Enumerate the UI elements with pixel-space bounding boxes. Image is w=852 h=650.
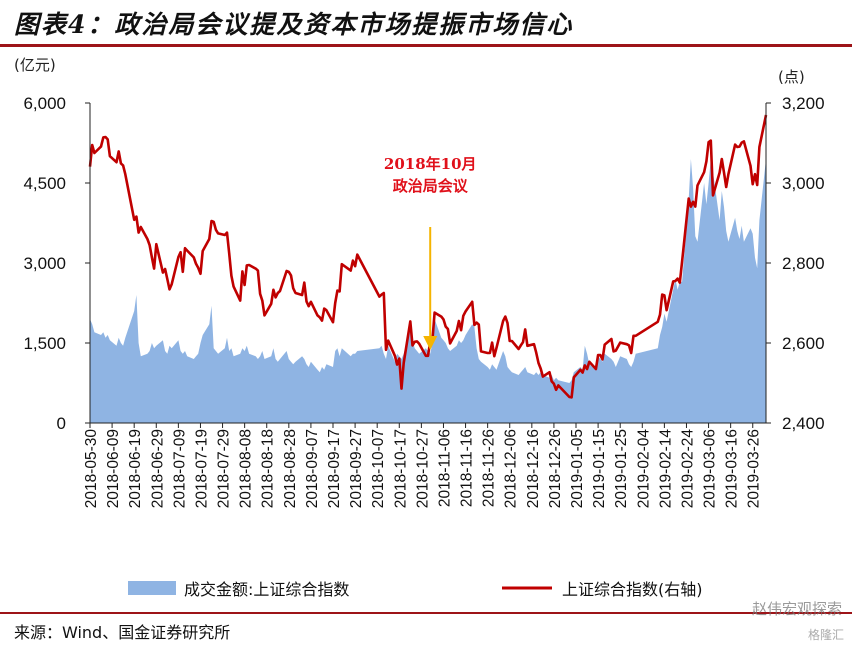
watermark-logo-text: 格隆汇 (807, 628, 844, 642)
x-tick-label: 2018-07-19 (193, 429, 210, 508)
title-divider (0, 44, 852, 47)
x-tick-label: 2019-01-05 (569, 429, 586, 508)
x-tick-label: 2018-09-17 (326, 429, 343, 508)
right-axis-ticks: 2,400 2,600 2,800 3,000 3,200 (766, 94, 825, 433)
right-tick-label: 3,200 (782, 94, 825, 113)
x-tick-label: 2018-07-09 (171, 429, 188, 508)
x-tick-label: 2019-01-25 (613, 429, 630, 508)
left-tick-label: 0 (57, 414, 66, 433)
right-tick-label: 2,600 (782, 334, 825, 353)
annotation-label: 2018年10月 (384, 155, 477, 173)
x-tick-label: 2018-12-06 (503, 429, 520, 508)
x-tick-label: 2019-01-15 (591, 429, 608, 508)
figure-title-bar: 图表4：政治局会议提及资本市场提振市场信心 (0, 0, 852, 47)
x-tick-label: 2018-10-17 (392, 429, 409, 508)
x-tick-label: 2019-03-26 (746, 429, 763, 508)
legend-area-swatch (128, 581, 176, 595)
source-divider (0, 612, 852, 614)
x-tick-label: 2018-11-26 (481, 429, 498, 507)
turnover-area-series (90, 159, 766, 423)
x-tick-label: 2018-06-09 (105, 429, 122, 508)
x-tick-label: 2019-03-16 (724, 429, 741, 508)
annotation-label: 政治局会议 (393, 177, 469, 195)
right-tick-label: 2,400 (782, 414, 825, 433)
legend-area-label: 成交金额:上证综合指数 (184, 580, 349, 599)
source-note: 来源：Wind、国金证券研究所 (14, 623, 231, 642)
x-tick-label: 2019-02-14 (657, 429, 674, 509)
x-tick-label: 2019-02-04 (635, 429, 652, 509)
x-tick-label: 2018-12-16 (525, 429, 542, 508)
x-tick-label: 2018-09-07 (304, 429, 321, 508)
index-line-series (88, 114, 768, 399)
annotation-arrow-head (423, 336, 438, 350)
watermark-text: 赵伟宏观探索 (751, 600, 842, 618)
figure-title: 图表4：政治局会议提及资本市场提振市场信心 (14, 10, 574, 39)
left-axis-unit: (亿元) (14, 56, 56, 74)
left-tick-label: 4,500 (23, 174, 66, 193)
x-tick-label: 2018-07-29 (216, 429, 233, 508)
x-tick-label: 2018-09-27 (348, 429, 365, 508)
legend-line-label: 上证综合指数(右轴) (562, 580, 703, 599)
x-tick-label: 2019-02-24 (679, 429, 696, 509)
x-axis-ticks: 2018-05-30 2018-06-09 2018-06-19 2018-06-29… (83, 423, 763, 508)
left-tick-label: 3,000 (23, 254, 66, 273)
x-tick-label: 2018-12-26 (547, 429, 564, 508)
turnover-area (90, 159, 766, 423)
x-tick-label: 2018-08-08 (238, 429, 255, 508)
x-tick-label: 2018-11-06 (436, 429, 453, 507)
x-tick-label: 2018-11-16 (459, 429, 476, 507)
index-line (88, 114, 768, 399)
chart-area: (亿元) (点) 0 1,500 3,000 4,500 6,000 2,400 2,60… (14, 56, 825, 599)
chart-legend: 成交金额:上证综合指数 上证综合指数(右轴) (128, 580, 703, 599)
right-axis-unit: (点) (778, 68, 805, 86)
right-tick-label: 2,800 (782, 254, 825, 273)
left-axis-ticks: 0 1,500 3,000 4,500 6,000 (23, 94, 90, 433)
left-tick-label: 6,000 (23, 94, 66, 113)
x-tick-label: 2019-03-06 (702, 429, 719, 508)
x-tick-label: 2018-06-19 (127, 429, 144, 508)
left-tick-label: 1,500 (23, 334, 66, 353)
x-tick-label: 2018-05-30 (83, 429, 100, 509)
x-tick-label: 2018-06-29 (149, 429, 166, 508)
right-tick-label: 3,000 (782, 174, 825, 193)
x-tick-label: 2018-10-07 (370, 429, 387, 508)
x-tick-label: 2018-10-27 (414, 429, 431, 508)
x-tick-label: 2018-08-18 (260, 429, 277, 508)
x-tick-label: 2018-08-28 (282, 429, 299, 508)
